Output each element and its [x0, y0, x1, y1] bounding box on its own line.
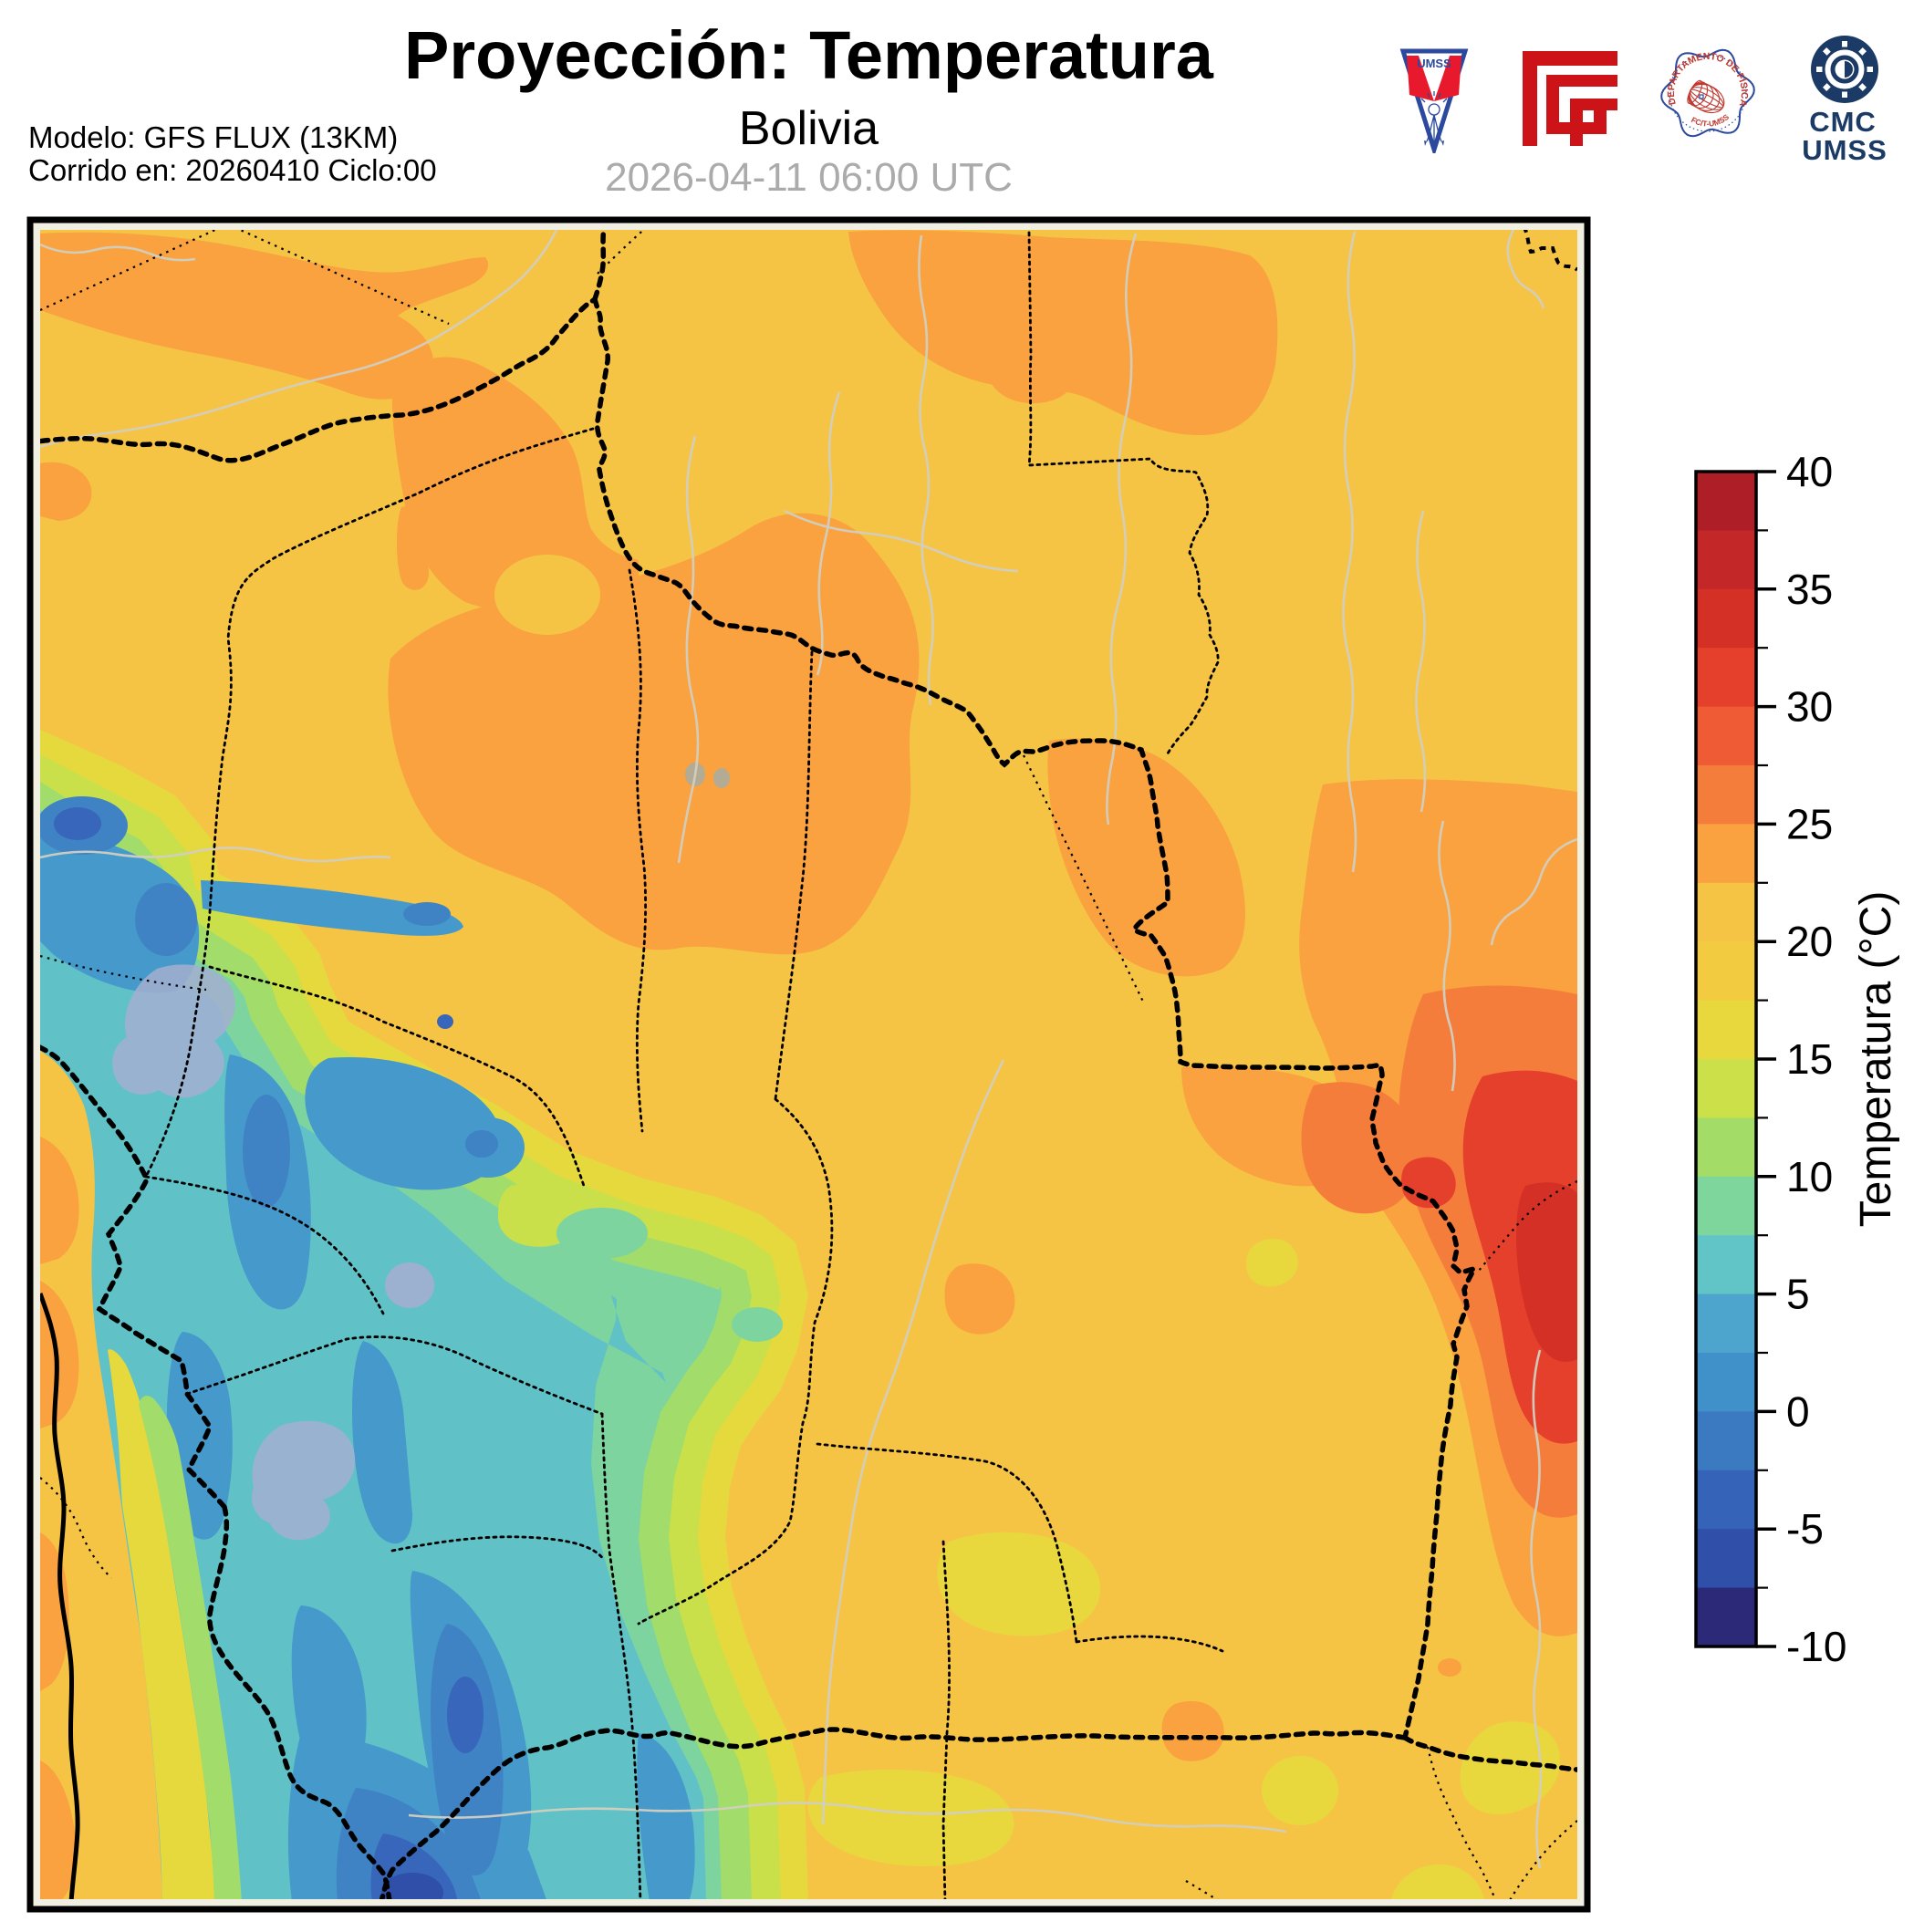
svg-text:35: 35	[1786, 566, 1833, 613]
svg-text:40: 40	[1786, 448, 1833, 495]
svg-text:25: 25	[1786, 800, 1833, 847]
svg-text:30: 30	[1786, 683, 1833, 731]
svg-text:-5: -5	[1786, 1505, 1824, 1553]
svg-text:0: 0	[1786, 1387, 1810, 1435]
svg-text:15: 15	[1786, 1035, 1833, 1083]
svg-text:UMSS: UMSS	[1802, 134, 1888, 162]
svg-text:CMC: CMC	[1809, 106, 1877, 138]
svg-text:5: 5	[1786, 1271, 1810, 1318]
svg-text:20: 20	[1786, 918, 1833, 965]
svg-text:Temperatura (°C): Temperatura (°C)	[1852, 891, 1900, 1228]
svg-text:UMSS: UMSS	[1417, 57, 1451, 70]
svg-text:10: 10	[1786, 1153, 1833, 1200]
svg-text:-10: -10	[1786, 1623, 1846, 1670]
